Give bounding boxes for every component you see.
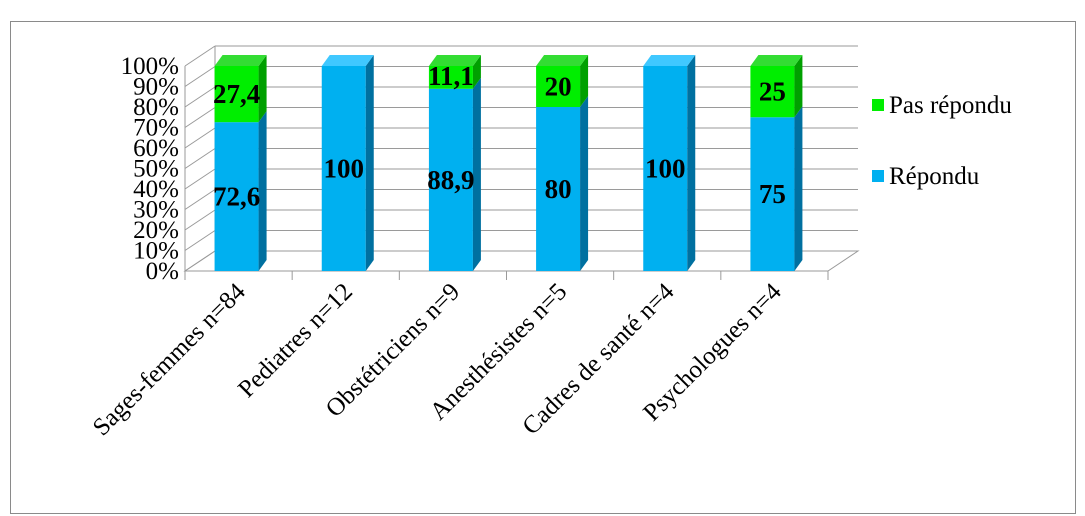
bar-side (794, 106, 803, 271)
bar-side (365, 55, 374, 271)
legend-label: Pas répondu (889, 92, 1012, 119)
bar-front (321, 66, 366, 271)
y-tick-label: 80% (133, 94, 179, 121)
bar-side (794, 55, 803, 118)
data-label: 88,9 (427, 165, 474, 195)
bar-top (214, 55, 267, 66)
bar-front (536, 66, 581, 107)
gridline-diagonal (184, 107, 216, 128)
gridline-diagonal (184, 86, 216, 108)
gridline-diagonal (184, 148, 216, 169)
data-label: 25 (759, 77, 786, 107)
data-label: 72,6 (213, 182, 260, 212)
bar-side (258, 111, 267, 271)
data-label: 100 (324, 154, 365, 184)
legend-label: Répondu (889, 163, 980, 190)
bar-front (750, 117, 795, 271)
bar-front (214, 122, 259, 271)
y-tick-label: 10% (133, 238, 179, 265)
bar-front (428, 66, 473, 89)
gridline-diagonal (184, 209, 216, 231)
y-tick-label: 0% (146, 258, 179, 285)
legend-swatch (872, 99, 884, 111)
gridline-diagonal (184, 127, 216, 149)
y-tick-label: 50% (133, 156, 179, 183)
bar-top (428, 55, 481, 66)
bar-front (214, 66, 259, 123)
bar-top (750, 55, 803, 66)
legend-swatch (872, 170, 884, 182)
gridline-diagonal (184, 168, 216, 190)
data-label: 20 (545, 72, 572, 102)
bar-side (472, 55, 481, 89)
bar-side (580, 55, 589, 107)
bar-top (536, 55, 589, 66)
bar-top (643, 55, 696, 66)
bar-side (687, 55, 696, 271)
y-tick-label: 90% (133, 74, 179, 101)
data-label: 80 (545, 174, 572, 204)
y-tick-label: 40% (133, 176, 179, 203)
gridline-diagonal (184, 66, 216, 87)
gridline-diagonal (184, 189, 216, 210)
x-tick-label: Sages-femmes n=84 (88, 278, 251, 441)
bar-side (258, 55, 267, 123)
bar-side (580, 96, 589, 271)
y-tick-label: 30% (133, 197, 179, 224)
bar-front (750, 66, 795, 118)
gridline-diagonal (184, 45, 216, 67)
bar-front (536, 107, 581, 271)
y-tick-label: 100% (121, 53, 179, 80)
chart-border (10, 21, 1076, 514)
y-tick-label: 20% (133, 217, 179, 244)
bar-front (428, 88, 473, 271)
bar-front (643, 66, 688, 271)
data-label: 100 (645, 154, 686, 184)
gridline-diagonal (184, 230, 216, 251)
y-tick-label: 60% (133, 135, 179, 162)
data-label: 11,1 (428, 61, 474, 91)
bar-side (472, 77, 481, 271)
data-label: 75 (759, 179, 786, 209)
bar-top (321, 55, 374, 66)
data-label: 27,4 (213, 79, 260, 109)
y-tick-label: 70% (133, 115, 179, 142)
